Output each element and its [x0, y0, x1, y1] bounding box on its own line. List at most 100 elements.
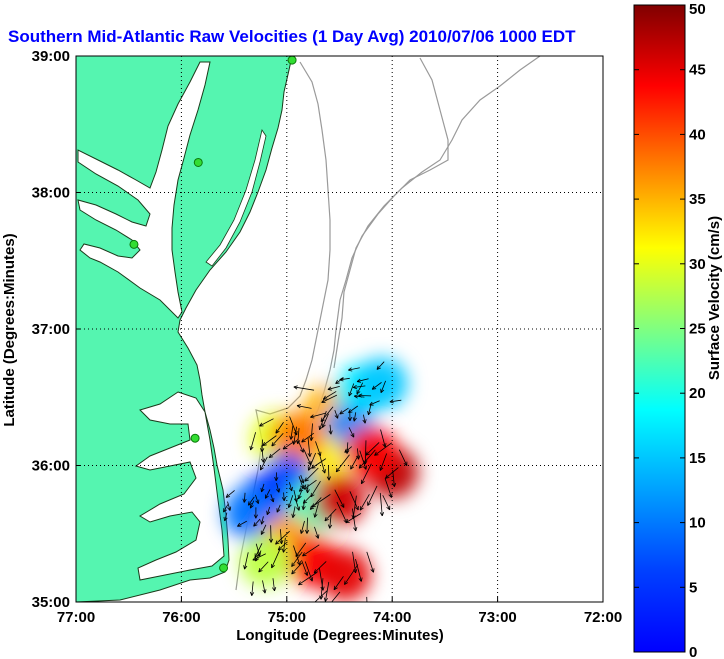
colorbar-tick-label: 30	[689, 256, 706, 273]
velocity-vector	[310, 412, 326, 419]
station-marker	[219, 563, 229, 573]
velocity-vector	[262, 435, 277, 446]
velocity-vector	[299, 520, 305, 534]
velocity-vector	[398, 449, 408, 466]
speed-cell	[355, 357, 408, 410]
velocity-vector	[374, 442, 393, 456]
velocity-vector	[365, 442, 380, 456]
colorbar-ticks: 0 5 10 15 20 25 30 35 40 45 50	[634, 1, 706, 659]
velocity-vector	[384, 478, 393, 498]
velocity-vector	[268, 448, 281, 459]
velocity-vector	[331, 591, 341, 602]
colorbar-tick-label: 5	[689, 579, 697, 596]
velocity-vector	[356, 378, 369, 383]
velocity-vector	[333, 576, 344, 591]
velocity-vector	[262, 580, 267, 594]
velocity-vector	[314, 590, 328, 602]
velocity-vector	[260, 524, 267, 535]
velocity-vector	[291, 506, 296, 518]
y-tick-label: 36:00	[32, 458, 70, 475]
velocity-vector	[328, 424, 333, 435]
velocity-vector	[307, 437, 312, 457]
velocity-vector	[287, 495, 294, 508]
velocity-vector	[271, 432, 284, 447]
velocity-vector	[291, 551, 303, 567]
velocity-vector	[301, 499, 306, 510]
colorbar-tick-label: 35	[689, 191, 706, 208]
velocity-vector	[303, 479, 317, 490]
velocity-vector	[366, 596, 368, 602]
velocity-vector	[293, 545, 301, 566]
velocity-vector	[359, 494, 370, 511]
velocity-vector	[355, 558, 363, 582]
velocity-vector	[349, 491, 359, 511]
velocity-vector	[294, 498, 301, 511]
velocity-vector	[323, 581, 330, 602]
velocity-vector	[259, 418, 274, 427]
bathymetry-contour-inner	[235, 61, 331, 591]
y-tick-label: 35:00	[32, 594, 70, 611]
velocity-vector	[275, 422, 284, 434]
velocity-vector	[243, 552, 249, 570]
velocity-vector	[295, 428, 301, 445]
velocity-vector	[298, 484, 307, 492]
velocity-vector	[380, 429, 387, 448]
velocity-vector	[254, 543, 263, 558]
velocity-vector	[301, 560, 309, 576]
velocity-vector	[339, 407, 349, 415]
velocity-vector	[260, 483, 265, 493]
velocity-vector	[367, 404, 372, 416]
velocity-vector	[321, 394, 338, 403]
velocity-vector	[326, 465, 331, 481]
velocity-vector	[327, 386, 340, 391]
velocity-vector	[277, 541, 288, 551]
velocity-vector	[288, 482, 293, 492]
colorbar: 0 5 10 15 20 25 30 35 40 45 50 Surface Velocity (c…	[633, 1, 723, 659]
x-tick-label: 77:00	[57, 609, 95, 626]
velocity-vector	[360, 463, 372, 485]
velocity-vector	[281, 537, 286, 553]
velocity-vector	[366, 551, 375, 573]
chart-title: Southern Mid-Atlantic Raw Velocities (1 …	[8, 27, 576, 46]
velocity-vector	[348, 427, 355, 438]
velocity-vector	[367, 485, 378, 506]
colorbar-tick-label: 10	[689, 515, 706, 532]
velocity-vector	[255, 550, 262, 562]
speed-cell	[318, 548, 371, 601]
velocity-vector	[304, 561, 314, 582]
velocity-vector	[297, 438, 304, 453]
velocity-vector	[264, 489, 271, 499]
velocity-vector	[352, 551, 358, 574]
velocity-vector	[311, 458, 327, 469]
chart-grid	[76, 56, 603, 602]
velocity-vector	[237, 520, 247, 527]
velocity-vector	[249, 500, 255, 509]
velocity-vector	[352, 412, 357, 422]
velocity-vector	[255, 494, 260, 504]
velocity-vector	[274, 472, 279, 481]
velocity-vector	[350, 454, 359, 470]
velocity-vector	[253, 518, 261, 527]
velocity-vector	[293, 385, 315, 391]
chesapeake-bay	[77, 61, 211, 319]
velocity-vector	[253, 507, 258, 519]
y-tick-label: 38:00	[32, 185, 70, 202]
velocity-vector	[309, 423, 314, 441]
velocity-vector	[223, 512, 228, 522]
velocity-vector-field	[223, 361, 408, 602]
velocity-vector	[327, 514, 333, 529]
plot-area	[75, 55, 604, 603]
velocity-vector	[242, 492, 247, 503]
colorbar-tick-label: 25	[689, 321, 706, 338]
colorbar-tick-label: 0	[689, 644, 697, 659]
velocity-vector	[304, 467, 319, 482]
velocity-vector	[348, 383, 355, 397]
velocity-vector	[300, 474, 305, 484]
velocity-vector	[351, 495, 357, 519]
velocity-vector	[275, 530, 290, 545]
speed-cell	[223, 487, 276, 540]
velocity-vector	[302, 544, 320, 557]
velocity-vector	[249, 432, 257, 451]
velocity-vector	[260, 516, 265, 525]
